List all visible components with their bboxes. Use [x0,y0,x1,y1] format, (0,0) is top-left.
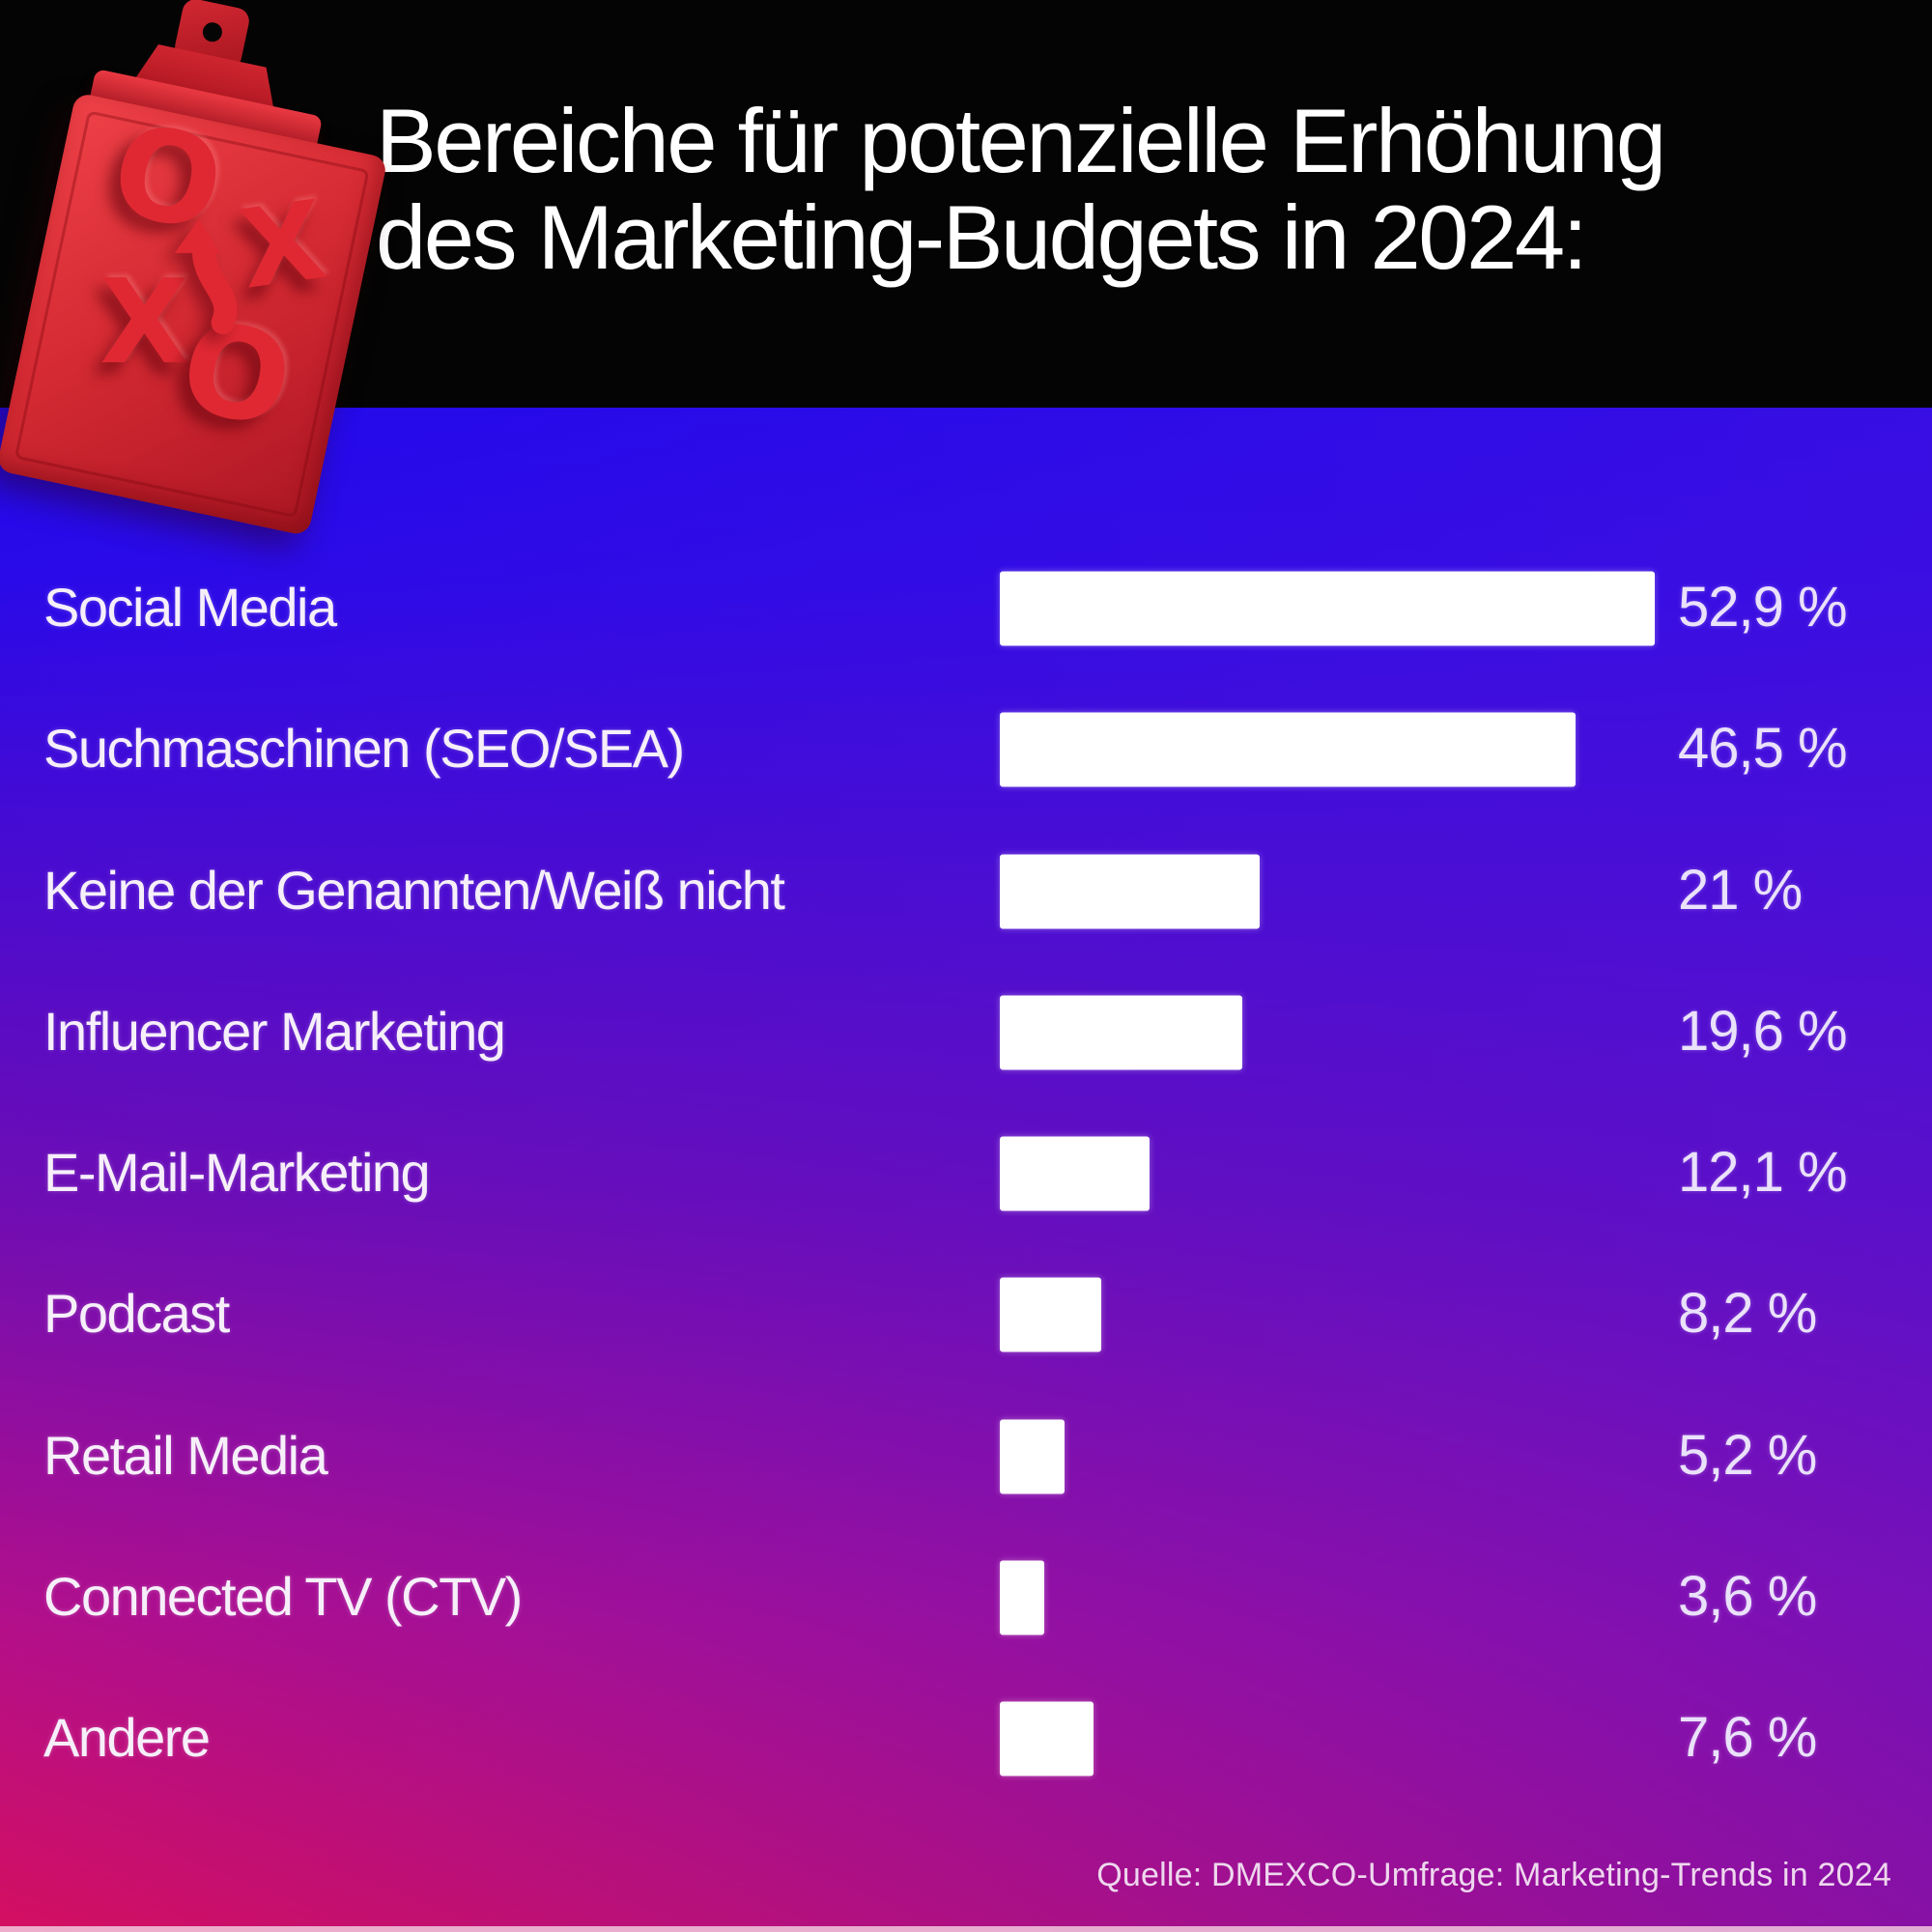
value-label: 8,2 % [1678,1282,1817,1346]
page-title-line1: Bereiche für potenzielle Erhöhung [376,90,1666,191]
bar [1000,1419,1065,1493]
category-label: Influencer Marketing [43,1000,506,1062]
bar [1000,712,1576,787]
value-label: 3,6 % [1678,1564,1817,1628]
bar [1000,571,1655,646]
page-title-line2: des Marketing-Budgets in 2024: [376,185,1588,288]
value-label: 52,9 % [1678,576,1848,639]
chart-row: Influencer Marketing 19,6 % [0,975,1932,1091]
chart-row: Retail Media 5,2 % [0,1399,1932,1515]
value-label: 5,2 % [1678,1423,1817,1487]
category-label: Andere [43,1707,211,1769]
category-label: E-Mail-Marketing [43,1142,431,1204]
chart-row: Keine der Genannten/Weiß nicht 21 % [0,834,1932,950]
bar [1000,854,1260,928]
value-label: 7,6 % [1678,1706,1817,1770]
category-label: Retail Media [43,1424,328,1486]
bar [1000,1277,1101,1352]
clipboard-illustration: O X X O [0,0,402,537]
bar [1000,1136,1150,1211]
chart-row: Social Media 52,9 % [0,551,1932,667]
value-label: 46,5 % [1678,717,1848,781]
category-label: Connected TV (CTV) [43,1565,523,1627]
page-title: Bereiche für potenzielle Erhöhung des Ma… [376,90,1666,288]
category-label: Podcast [43,1283,230,1345]
value-label: 21 % [1678,858,1803,922]
chart-row: Suchmaschinen (SEO/SEA) 46,5 % [0,692,1932,808]
value-label: 19,6 % [1678,999,1848,1063]
bottom-strip [0,1926,1932,1932]
source-note: Quelle: DMEXCO-Umfrage: Marketing-Trends… [1096,1857,1891,1893]
chart-row: E-Mail-Marketing 12,1 % [0,1116,1932,1232]
chart-row: Podcast 8,2 % [0,1257,1932,1373]
arrow-up-icon [174,218,238,335]
value-label: 12,1 % [1678,1141,1848,1205]
category-label: Keine der Genannten/Weiß nicht [43,859,785,921]
bar [1000,995,1242,1070]
chart-row: Connected TV (CTV) 3,6 % [0,1540,1932,1656]
chart-row: Andere 7,6 % [0,1681,1932,1797]
category-label: Social Media [43,577,337,639]
bar [1000,1560,1044,1635]
bar [1000,1701,1094,1776]
category-label: Suchmaschinen (SEO/SEA) [43,718,685,780]
